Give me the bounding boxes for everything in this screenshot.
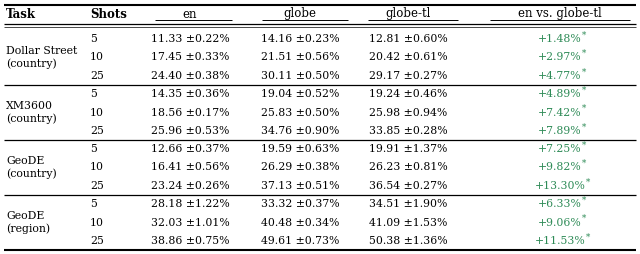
Text: GeoDE
(region): GeoDE (region): [6, 211, 50, 234]
Text: 19.24 ±0.46%: 19.24 ±0.46%: [369, 89, 447, 99]
Text: 26.23 ±0.81%: 26.23 ±0.81%: [369, 163, 447, 172]
Text: Task: Task: [6, 8, 36, 21]
Text: *: *: [582, 196, 587, 205]
Text: 49.61 ±0.73%: 49.61 ±0.73%: [261, 236, 339, 246]
Text: globe-tl: globe-tl: [385, 8, 431, 21]
Text: 32.03 ±1.01%: 32.03 ±1.01%: [150, 217, 229, 228]
Text: 34.51 ±1.90%: 34.51 ±1.90%: [369, 199, 447, 209]
Text: +2.97%: +2.97%: [538, 53, 582, 62]
Text: 10: 10: [90, 107, 104, 118]
Text: *: *: [582, 104, 587, 113]
Text: *: *: [586, 177, 590, 186]
Text: 19.91 ±1.37%: 19.91 ±1.37%: [369, 144, 447, 154]
Text: 14.16 ±0.23%: 14.16 ±0.23%: [260, 34, 339, 44]
Text: 12.66 ±0.37%: 12.66 ±0.37%: [150, 144, 229, 154]
Text: 29.17 ±0.27%: 29.17 ±0.27%: [369, 71, 447, 81]
Text: +7.25%: +7.25%: [538, 144, 582, 154]
Text: 17.45 ±0.33%: 17.45 ±0.33%: [151, 53, 229, 62]
Text: 10: 10: [90, 53, 104, 62]
Text: *: *: [582, 86, 587, 95]
Text: *: *: [582, 141, 587, 150]
Text: 14.35 ±0.36%: 14.35 ±0.36%: [151, 89, 229, 99]
Text: *: *: [582, 159, 587, 168]
Text: 19.04 ±0.52%: 19.04 ±0.52%: [261, 89, 339, 99]
Text: 36.54 ±0.27%: 36.54 ±0.27%: [369, 181, 447, 191]
Text: 41.09 ±1.53%: 41.09 ±1.53%: [369, 217, 447, 228]
Text: 37.13 ±0.51%: 37.13 ±0.51%: [260, 181, 339, 191]
Text: +9.82%: +9.82%: [538, 163, 582, 172]
Text: 23.24 ±0.26%: 23.24 ±0.26%: [150, 181, 229, 191]
Text: *: *: [582, 31, 587, 40]
Text: 30.11 ±0.50%: 30.11 ±0.50%: [260, 71, 339, 81]
Text: 19.59 ±0.63%: 19.59 ±0.63%: [261, 144, 339, 154]
Text: +1.48%: +1.48%: [538, 34, 582, 44]
Text: 33.85 ±0.28%: 33.85 ±0.28%: [369, 126, 447, 136]
Text: 12.81 ±0.60%: 12.81 ±0.60%: [369, 34, 447, 44]
Text: *: *: [582, 67, 587, 76]
Text: *: *: [586, 232, 590, 241]
Text: 5: 5: [90, 89, 97, 99]
Text: +4.89%: +4.89%: [538, 89, 582, 99]
Text: 25.96 ±0.53%: 25.96 ±0.53%: [151, 126, 229, 136]
Text: Shots: Shots: [90, 8, 127, 21]
Text: 25.98 ±0.94%: 25.98 ±0.94%: [369, 107, 447, 118]
Text: 33.32 ±0.37%: 33.32 ±0.37%: [260, 199, 339, 209]
Text: 38.86 ±0.75%: 38.86 ±0.75%: [151, 236, 229, 246]
Text: +7.89%: +7.89%: [538, 126, 582, 136]
Text: en: en: [183, 8, 197, 21]
Text: 16.41 ±0.56%: 16.41 ±0.56%: [151, 163, 229, 172]
Text: +11.53%: +11.53%: [534, 236, 586, 246]
Text: *: *: [582, 122, 587, 131]
Text: 26.29 ±0.38%: 26.29 ±0.38%: [260, 163, 339, 172]
Text: 5: 5: [90, 144, 97, 154]
Text: 11.33 ±0.22%: 11.33 ±0.22%: [150, 34, 229, 44]
Text: Dollar Street
(country): Dollar Street (country): [6, 45, 77, 70]
Text: GeoDE
(country): GeoDE (country): [6, 155, 57, 180]
Text: +7.42%: +7.42%: [538, 107, 582, 118]
Text: 25: 25: [90, 126, 104, 136]
Text: 25: 25: [90, 181, 104, 191]
Text: 25.83 ±0.50%: 25.83 ±0.50%: [260, 107, 339, 118]
Text: 5: 5: [90, 199, 97, 209]
Text: 50.38 ±1.36%: 50.38 ±1.36%: [369, 236, 447, 246]
Text: 25: 25: [90, 71, 104, 81]
Text: en vs. globe-tl: en vs. globe-tl: [518, 8, 602, 21]
Text: *: *: [582, 214, 587, 223]
Text: +6.33%: +6.33%: [538, 199, 582, 209]
Text: 40.48 ±0.34%: 40.48 ±0.34%: [261, 217, 339, 228]
Text: 10: 10: [90, 163, 104, 172]
Text: +13.30%: +13.30%: [534, 181, 586, 191]
Text: 24.40 ±0.38%: 24.40 ±0.38%: [151, 71, 229, 81]
Text: 21.51 ±0.56%: 21.51 ±0.56%: [260, 53, 339, 62]
Text: +9.06%: +9.06%: [538, 217, 582, 228]
Text: +4.77%: +4.77%: [538, 71, 582, 81]
Text: 25: 25: [90, 236, 104, 246]
Text: *: *: [582, 49, 587, 58]
Text: 34.76 ±0.90%: 34.76 ±0.90%: [261, 126, 339, 136]
Text: 10: 10: [90, 217, 104, 228]
Text: globe: globe: [284, 8, 317, 21]
Text: 20.42 ±0.61%: 20.42 ±0.61%: [369, 53, 447, 62]
Text: 28.18 ±1.22%: 28.18 ±1.22%: [150, 199, 229, 209]
Text: 5: 5: [90, 34, 97, 44]
Text: 18.56 ±0.17%: 18.56 ±0.17%: [151, 107, 229, 118]
Text: XM3600
(country): XM3600 (country): [6, 101, 57, 124]
